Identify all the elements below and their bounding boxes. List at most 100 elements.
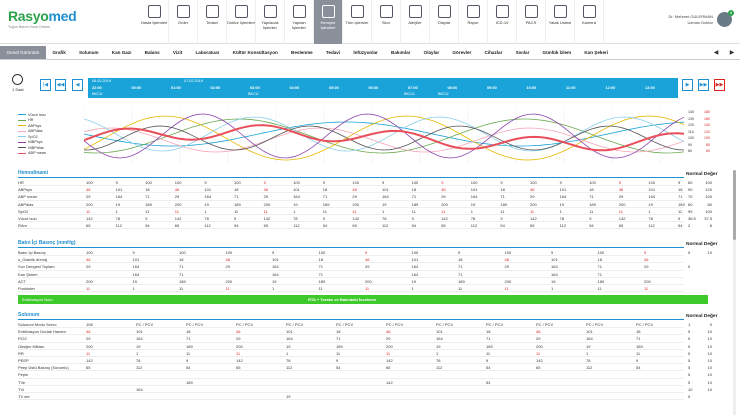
- table-cell[interactable]: 112: [648, 223, 655, 229]
- table-cell[interactable]: 11: [618, 208, 623, 214]
- table-cell[interactable]: 78: [293, 216, 298, 221]
- table-row[interactable]: ACT 200 19 189 200 19 189 200 19 189 200 19 189 200: [18, 279, 684, 285]
- legend-item[interactable]: ABPdias: [18, 129, 46, 135]
- table-cell[interactable]: 101: [382, 187, 389, 193]
- toolbar-folder[interactable]: Order: [169, 0, 198, 44]
- toolbar-score[interactable]: Skor: [372, 0, 401, 44]
- table-cell[interactable]: 142: [536, 358, 543, 363]
- table-cell[interactable]: 9: [559, 180, 562, 185]
- table-cell[interactable]: 71: [234, 194, 239, 200]
- table-row[interactable]: RAm 65 112 54 65 112 54 65 112 54 65 112 54 65 112 54 65…: [18, 223, 684, 230]
- table-cell[interactable]: 54: [678, 223, 683, 229]
- table-row[interactable]: HR 100 9 100 100 9 100 9 100 9 100 9 100 9 100 9 100 9 100…: [18, 180, 684, 187]
- table-cell[interactable]: 71: [318, 271, 323, 277]
- toolbar-bed[interactable]: Yatak Listesi: [546, 0, 575, 44]
- timeline-time[interactable]: 01:00: [171, 86, 181, 90]
- table-cell[interactable]: 11: [174, 208, 179, 214]
- table-cell[interactable]: 46: [236, 329, 241, 335]
- table-cell[interactable]: PC / PCV: [236, 322, 254, 327]
- table-cell[interactable]: 164: [204, 194, 212, 200]
- table-cell[interactable]: 1: [551, 286, 554, 291]
- table-cell[interactable]: 65: [236, 365, 241, 371]
- table-cell[interactable]: 101: [436, 329, 443, 335]
- tab-12[interactable]: Olaylar: [423, 50, 440, 55]
- table-cell[interactable]: 1: [411, 286, 414, 291]
- table-cell[interactable]: 164: [382, 194, 389, 200]
- table-cell[interactable]: 164: [436, 336, 443, 342]
- table-cell[interactable]: 54: [589, 223, 594, 229]
- table-cell[interactable]: 200: [225, 278, 233, 284]
- table-cell[interactable]: 9: [500, 180, 503, 185]
- table-cell[interactable]: 18: [318, 257, 323, 263]
- table-cell[interactable]: 189: [500, 201, 508, 207]
- table-cell[interactable]: 54: [336, 365, 341, 371]
- table-cell[interactable]: 189: [336, 343, 343, 349]
- table-cell[interactable]: 164: [586, 336, 593, 342]
- table-cell[interactable]: 112: [470, 223, 478, 229]
- table-cell[interactable]: 189: [318, 278, 326, 284]
- tabs-prev-icon[interactable]: ◀: [713, 50, 719, 56]
- table-cell[interactable]: 9: [678, 216, 681, 221]
- table-cell[interactable]: 71: [186, 336, 191, 342]
- table-cell[interactable]: 142: [86, 216, 93, 221]
- table-cell[interactable]: 54: [500, 223, 505, 229]
- table-cell[interactable]: 18: [179, 257, 184, 263]
- table-cell[interactable]: 78: [470, 216, 476, 221]
- table-cell[interactable]: 164: [411, 271, 419, 277]
- table-cell[interactable]: 164: [551, 271, 558, 277]
- table-cell[interactable]: 46: [86, 329, 91, 335]
- table-row[interactable]: PEEP 142 78 9 142 78 9 142 78 9 142 78 9: [18, 358, 684, 365]
- notification-badge[interactable]: 5: [728, 10, 734, 16]
- table-cell[interactable]: 18: [486, 329, 491, 335]
- tab-1[interactable]: Grafik: [52, 50, 66, 55]
- table-cell[interactable]: 54: [145, 223, 150, 229]
- table-cell[interactable]: 100: [145, 180, 152, 185]
- table-row[interactable]: TVe 189 142 54: [18, 380, 684, 386]
- table-cell[interactable]: 78: [559, 216, 565, 221]
- table-cell[interactable]: 11: [636, 350, 641, 356]
- timeline-time[interactable]: 11:00: [566, 86, 576, 90]
- tabs-next-icon[interactable]: ▶: [729, 50, 735, 56]
- scrollbar-thumb[interactable]: [733, 170, 736, 240]
- table-cell[interactable]: 11: [458, 286, 463, 291]
- table-cell[interactable]: 71: [458, 264, 463, 270]
- avatar[interactable]: 5: [717, 10, 734, 27]
- timeline-time[interactable]: 07:00: [408, 86, 418, 90]
- table-cell[interactable]: 142: [386, 358, 393, 363]
- table-cell[interactable]: 78: [115, 216, 121, 221]
- table-row[interactable]: Vücut Isısı 142 78 9 142 78 9 142 78 9 142 78 9 142 78…: [18, 216, 684, 223]
- table-cell[interactable]: 142: [352, 216, 360, 221]
- interval-selector[interactable]: 1 Saat: [12, 74, 24, 92]
- table-cell[interactable]: 46: [536, 329, 541, 335]
- table-cell[interactable]: 18: [186, 329, 191, 335]
- table-cell[interactable]: 29: [644, 264, 649, 270]
- table-cell[interactable]: 1: [115, 208, 118, 214]
- toolbar-pacs[interactable]: PACS: [517, 0, 546, 44]
- table-cell[interactable]: 54: [186, 365, 191, 371]
- table-cell[interactable]: 112: [136, 365, 143, 371]
- table-cell[interactable]: 78: [136, 358, 141, 363]
- table-cell[interactable]: 71: [597, 271, 602, 277]
- toolbar-events[interactable]: Olaylar: [430, 0, 459, 44]
- table-cell[interactable]: 112: [586, 365, 593, 371]
- table-row[interactable]: ABPdias 200 19 189 200 19 189 200 19 189 200 19 189 2…: [18, 201, 685, 208]
- table-cell[interactable]: 100: [318, 250, 326, 255]
- table-cell[interactable]: 29: [86, 194, 91, 200]
- table-cell[interactable]: 189: [678, 201, 685, 207]
- table-cell[interactable]: 101: [115, 187, 123, 193]
- table-cell[interactable]: 29: [618, 194, 624, 200]
- table-cell[interactable]: 112: [204, 223, 211, 229]
- table-row[interactable]: FiO2 29 164 71 29 164 71 29 164 71 29 164 71: [18, 336, 684, 343]
- table-cell[interactable]: PC / PCV: [136, 322, 154, 327]
- table-cell[interactable]: 100: [411, 180, 419, 185]
- table-cell[interactable]: 1: [382, 208, 385, 214]
- table-cell[interactable]: 65: [386, 365, 391, 371]
- first-page-button[interactable]: |◀: [40, 79, 51, 91]
- tab-3[interactable]: Kan Gazı: [111, 50, 132, 55]
- table-cell[interactable]: 78: [586, 358, 591, 363]
- table-cell[interactable]: 9: [644, 250, 647, 255]
- table-cell[interactable]: PC / PCV: [536, 322, 554, 327]
- timeline-time[interactable]: 22:00: [92, 86, 102, 90]
- timeline-time[interactable]: 04:00: [289, 86, 300, 90]
- table-cell[interactable]: 54: [486, 379, 491, 385]
